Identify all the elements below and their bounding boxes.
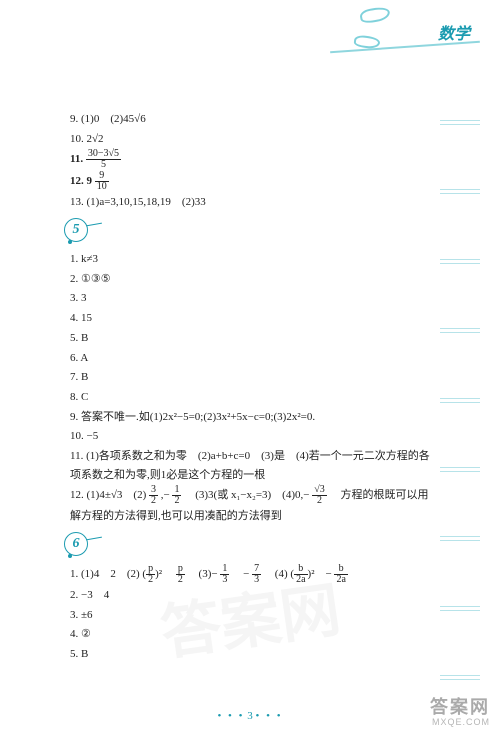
answer-line: 10. 2√2	[70, 130, 440, 149]
answer-line: 4. ②	[70, 625, 440, 644]
answer-line: 1. k≠3	[70, 250, 440, 269]
answer-line: 9. (1)0 (2)45√6	[70, 110, 440, 129]
page-content: 9. (1)0 (2)45√6 10. 2√2 11. 30−3√5 5 12.…	[70, 110, 440, 665]
section-badge-5: 5	[64, 218, 98, 246]
answer-line: 2. −3 4	[70, 586, 440, 605]
answer-line: 12. (1)4±√3 (2) 32 ,− 12 (3)3(或 x₁−x₂=3)…	[70, 485, 440, 506]
header-decoration: 数学	[300, 0, 500, 70]
section-badge-6: 6	[64, 532, 98, 560]
answer-line: 3. ±6	[70, 606, 440, 625]
answer-line: 13. (1)a=3,10,15,18,19 (2)33	[70, 193, 440, 212]
answer-line: 11. (1)各项系数之和为零 (2)a+b+c=0 (3)是 (4)若一个一元…	[70, 447, 440, 484]
page-number: 3	[247, 710, 253, 722]
answer-line: 4. 15	[70, 309, 440, 328]
fraction: 30−3√5 5	[86, 149, 121, 170]
answer-line: 11. 30−3√5 5	[70, 149, 440, 170]
answer-line: 3. 3	[70, 289, 440, 308]
answer-line: 5. B	[70, 329, 440, 348]
fraction: 9 10	[95, 171, 109, 192]
answer-line: 9. 答案不唯一.如(1)2x²−5=0;(2)3x²+5x−c=0;(3)2x…	[70, 408, 440, 427]
answer-line: 12. 9 9 10	[70, 171, 440, 192]
answer-line: 7. B	[70, 368, 440, 387]
answer-line: 8. C	[70, 388, 440, 407]
answer-line: 1. (1)4 2 (2) (p2)² p2 (3)− 13 − 73 (4) …	[70, 564, 440, 585]
answer-line: 解方程的方法得到,也可以用凑配的方法得到	[70, 507, 440, 526]
subject-title: 数学	[438, 20, 470, 44]
answer-line: 6. A	[70, 349, 440, 368]
answer-line: 2. ①③⑤	[70, 270, 440, 289]
corner-watermark: 答案网 MXQE.COM	[430, 698, 490, 728]
answer-line: 5. B	[70, 645, 440, 664]
answer-line: 10. −5	[70, 427, 440, 446]
margin-rule-lines	[440, 120, 490, 680]
page-footer: • • • 3 • • •	[0, 710, 500, 722]
